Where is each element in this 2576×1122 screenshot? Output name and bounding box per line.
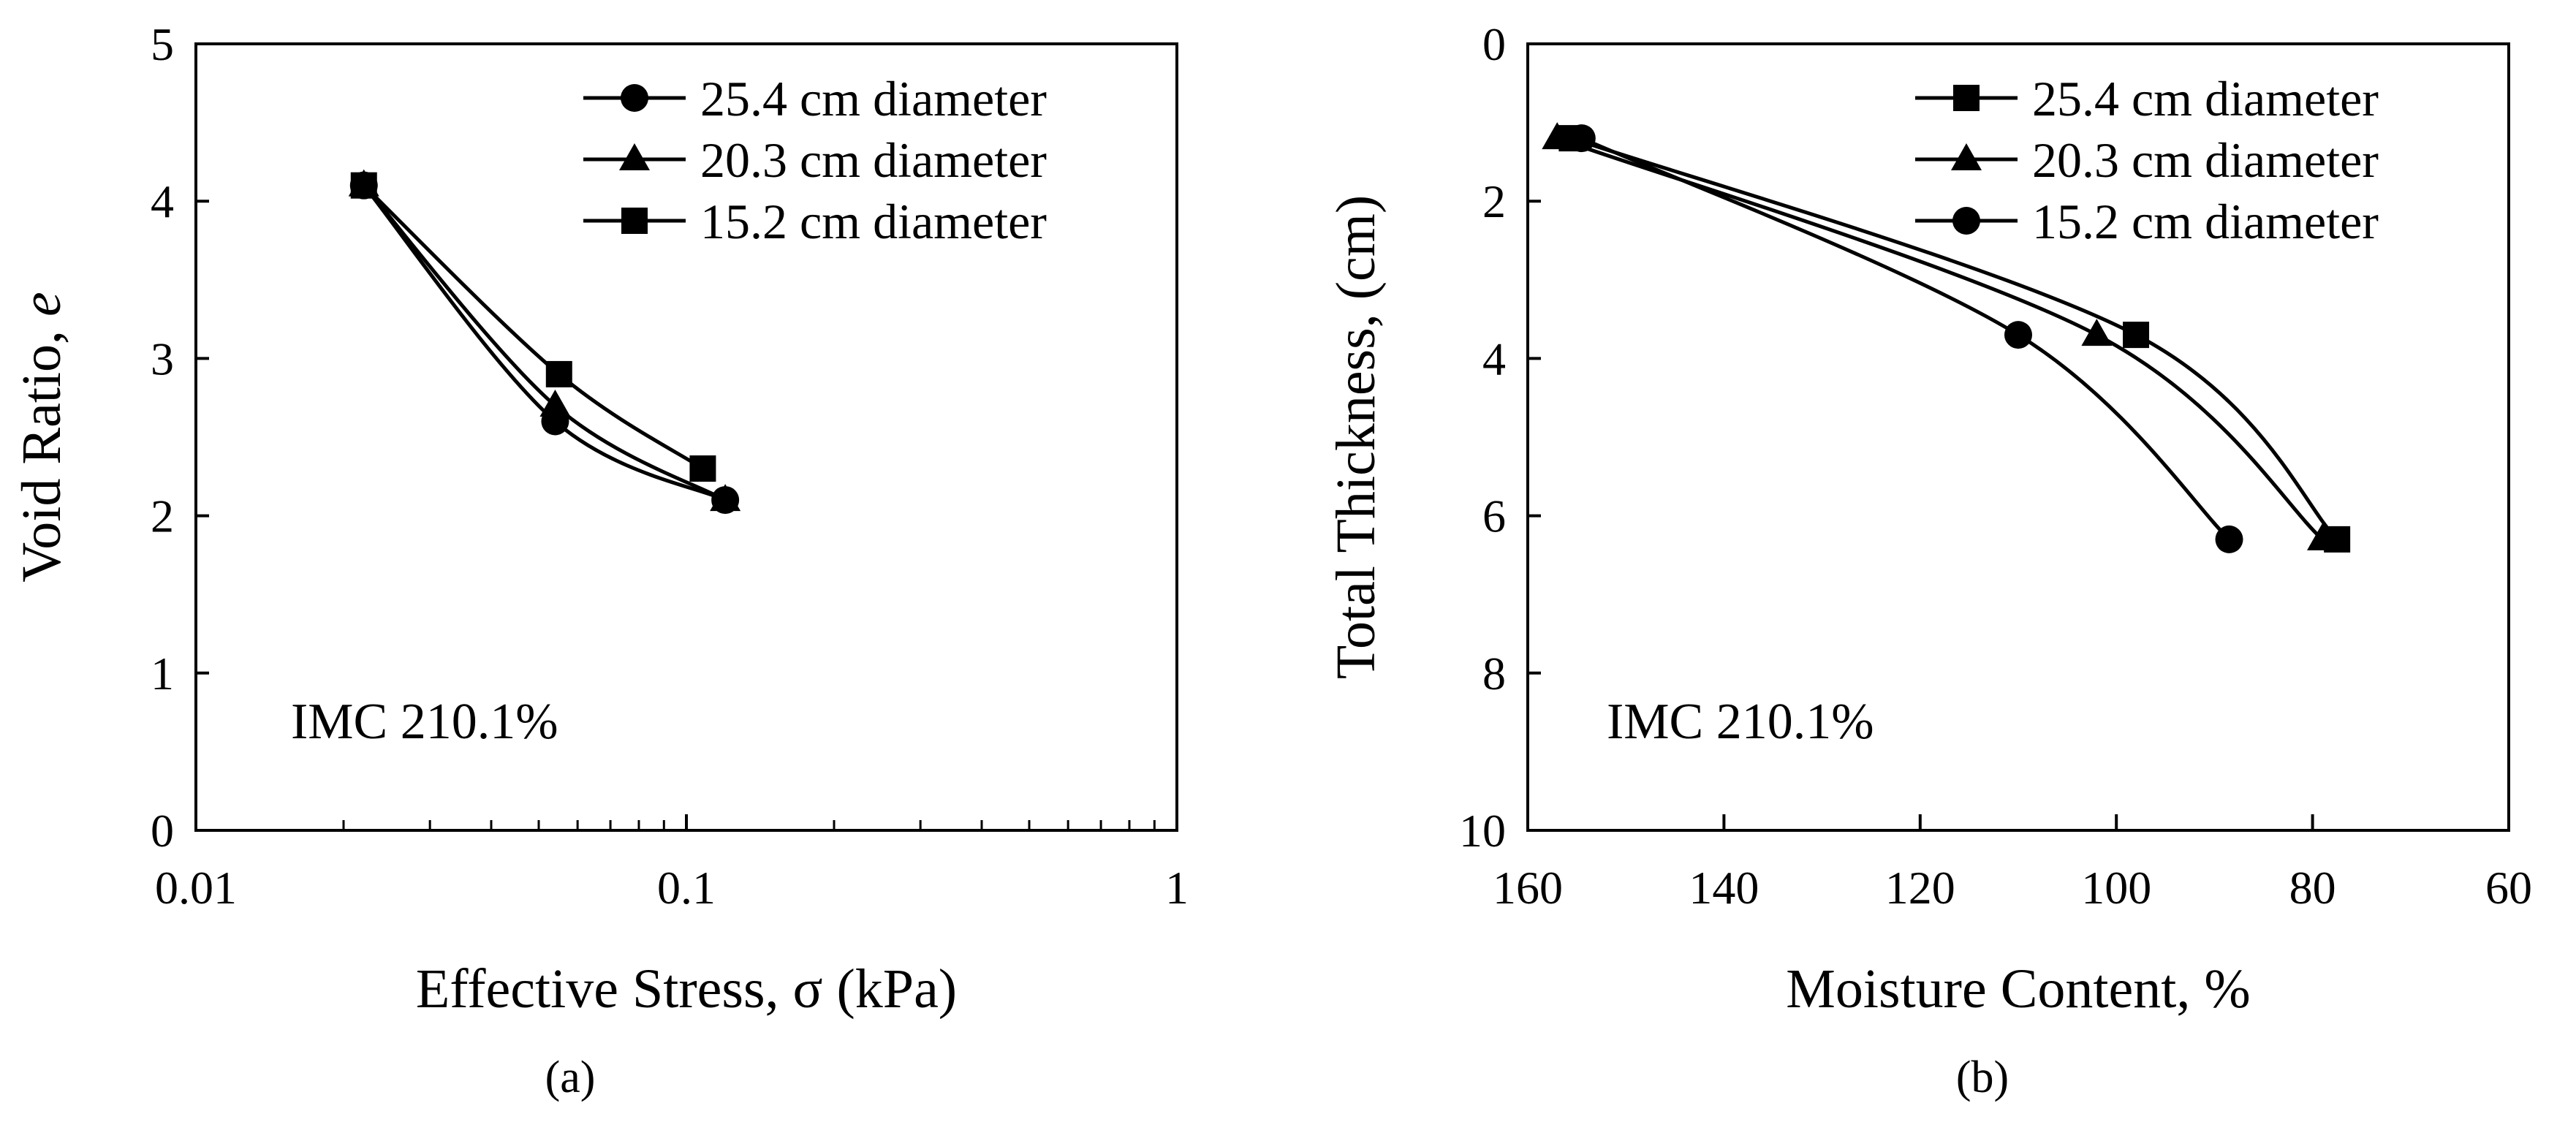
chart-b-y-tick-label: 0 (1482, 18, 1506, 70)
chart-a: 0 1 2 3 4 5 0.01 0.1 1 Void Ratio, e Effective S… (11, 18, 1189, 1102)
chart-b-legend-marker (1951, 143, 1982, 170)
chart-b-legend: 25.4 cm diameter 20.3 cm diameter 15.2 cm … (1915, 71, 2379, 249)
chart-a-legend-label: 25.4 cm diameter (700, 71, 1047, 126)
chart-a-y-tick-label: 3 (151, 333, 174, 384)
chart-b-plot-frame (1526, 42, 2510, 832)
chart-a-legend-marker (621, 84, 648, 112)
chart-a-y-tick-label: 4 (151, 175, 174, 227)
chart-b-x-axis-label: Moisture Content, % (1786, 958, 2250, 1020)
chart-a-y-tick-label: 0 (151, 805, 174, 857)
chart-b-legend-label: 15.2 cm diameter (2032, 194, 2379, 249)
chart-b-data-point (2081, 319, 2113, 346)
chart-a-y-tick-label: 5 (151, 18, 174, 70)
chart-b-legend-marker (1952, 207, 1980, 235)
chart-a-series-line-2 (362, 184, 727, 502)
chart-a-data-point (539, 389, 571, 417)
chart-b-y-tick-label: 6 (1482, 490, 1506, 542)
chart-a-legend-label: 15.2 cm diameter (700, 194, 1047, 249)
chart-a-x-axis-label: Effective Stress, σ (kPa) (416, 958, 957, 1020)
chart-b-x-tick-label: 60 (2485, 862, 2532, 914)
chart-a-x-tick-label: 0.1 (657, 862, 716, 914)
chart-b-y-tick-label: 4 (1482, 333, 1506, 384)
chart-a-panel-label: (a) (545, 1053, 596, 1102)
chart-b-data-point (2307, 523, 2338, 550)
chart-b-data-point (2215, 525, 2243, 553)
chart-b-y-tick-label: 10 (1459, 805, 1506, 857)
chart-b-data-point (1567, 124, 1596, 153)
chart-a-y-axis-label: Void Ratio, e (11, 292, 72, 583)
chart-a-data-point (710, 484, 741, 512)
chart-a-data-point (689, 455, 716, 482)
chart-b-series-line-1 (1571, 136, 2338, 541)
chart-b-data-point (1542, 122, 1573, 150)
chart-a-x-tick-label: 0.01 (155, 862, 237, 914)
chart-a-series-line-1 (362, 184, 727, 502)
chart-b-x-tick-label: 160 (1493, 862, 1563, 914)
chart-b-x-tick-label: 140 (1689, 862, 1759, 914)
chart-b-y-tick-label: 2 (1482, 175, 1506, 227)
chart-a-legend-marker (619, 143, 650, 170)
chart-b-x-tick-label: 80 (2289, 862, 2336, 914)
chart-b-data-point (2123, 322, 2150, 349)
chart-b-legend-marker (1953, 85, 1980, 111)
chart-b-legend-label: 20.3 cm diameter (2032, 132, 2379, 188)
chart-a-legend: 25.4 cm diameter 20.3 cm diameter 15.2 cm … (583, 71, 1047, 249)
chart-a-legend-marker (621, 208, 648, 234)
chart-a-x-tick-label: 1 (1165, 862, 1189, 914)
chart-b-annotation: IMC 210.1% (1607, 694, 1874, 750)
chart-b-panel-label: (b) (1956, 1053, 2009, 1102)
chart-a-y-tick-label: 1 (151, 648, 174, 700)
chart-b-x-tick-label: 100 (2081, 862, 2151, 914)
chart-a-annotation: IMC 210.1% (291, 694, 558, 750)
chart-b-y-tick-label: 8 (1482, 648, 1506, 700)
chart-b-data-point (2004, 321, 2032, 349)
chart-a-data-point (545, 360, 572, 387)
chart-b-y-axis-label: Total Thickness, (cm) (1325, 195, 1387, 679)
chart-a-legend-label: 20.3 cm diameter (700, 132, 1047, 188)
chart-b-x-tick-label: 120 (1885, 862, 1955, 914)
chart-a-series-line-3 (363, 183, 704, 471)
chart-b-series-line-3 (1580, 136, 2231, 541)
chart-a-y-tick-label: 2 (151, 490, 174, 542)
chart-a-data-point (350, 172, 377, 199)
chart-b-legend-label: 25.4 cm diameter (2032, 71, 2379, 126)
